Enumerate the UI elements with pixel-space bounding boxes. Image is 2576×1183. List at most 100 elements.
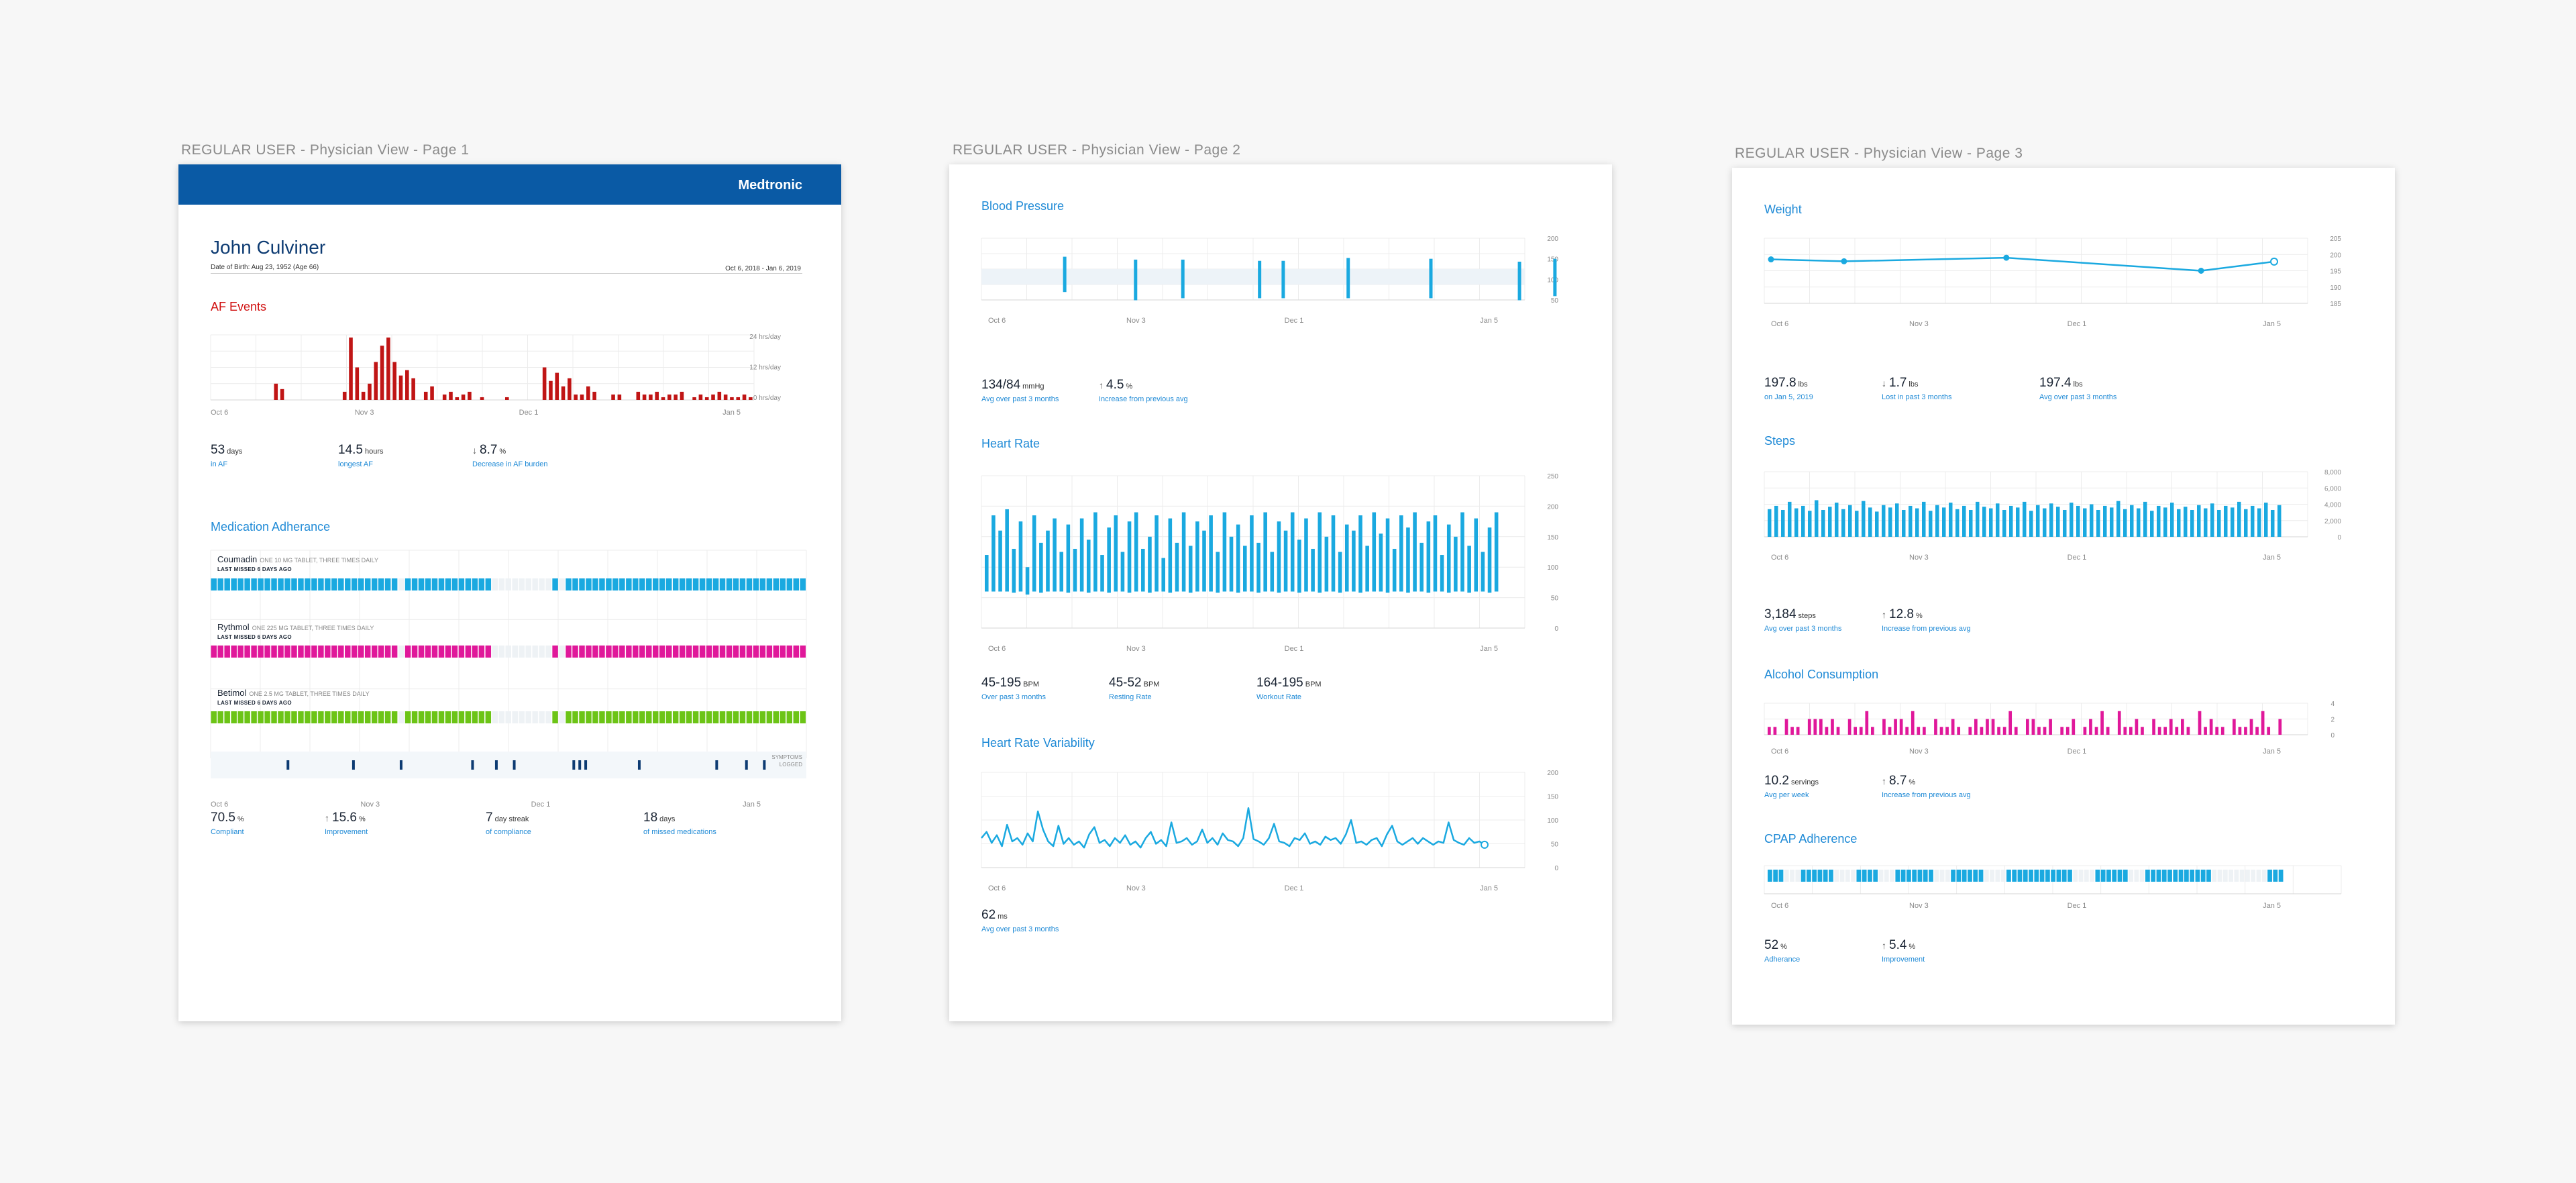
adherence-cell: [746, 711, 753, 723]
stat-block: 52% Adherance: [1764, 938, 1800, 964]
adherence-cell: [665, 578, 672, 590]
adherence-cell: [692, 578, 699, 590]
adherence-cell: [492, 578, 498, 590]
adherence-cell: [438, 578, 445, 590]
af-bar: [442, 394, 447, 400]
x-tick-label: Jan 5: [1480, 645, 1498, 653]
stat-value: 70.5: [211, 811, 235, 825]
adherence-cell: [679, 646, 686, 658]
heart-rate-bar: [1005, 509, 1009, 592]
cpap-cell: [1873, 870, 1878, 882]
alcohol-bar: [1923, 727, 1926, 735]
adherence-cell: [338, 646, 344, 658]
stat-block: ↓ 8.7% Decrease in AF burden: [472, 443, 548, 468]
adherence-cell: [278, 711, 284, 723]
symptom-mark: [584, 760, 588, 770]
arrow-up-icon: ↑: [1099, 380, 1104, 391]
heart-rate-bar: [1454, 536, 1458, 592]
af-bar: [449, 391, 453, 400]
cpap-cell: [2167, 870, 2172, 882]
adherence-cell: [478, 711, 485, 723]
blood-pressure-title: Blood Pressure: [981, 199, 1065, 213]
adherence-cell: [592, 711, 598, 723]
alcohol-bar: [1888, 727, 1892, 735]
adherence-cell: [692, 646, 699, 658]
adherence-cell: [612, 711, 619, 723]
heart-rate-bar: [991, 515, 996, 592]
steps-bar: [1888, 507, 1892, 537]
af-bar: [667, 394, 672, 400]
hrv-line: [981, 807, 1485, 849]
adherence-cell: [653, 578, 659, 590]
bp-bar: [1553, 258, 1557, 297]
adherence-cell: [411, 578, 418, 590]
medication-name: Rythmol: [217, 622, 250, 632]
symptom-mark: [572, 760, 576, 770]
adherence-cell: [572, 646, 578, 658]
report-page-3: Weight 205 200 195 190 185 Oct 6 Nov 3 Dec 1 Jan…: [1732, 168, 2395, 1025]
steps-bar: [1774, 505, 1778, 537]
heart-rate-bar: [1379, 533, 1383, 592]
heart-rate-bar: [1263, 512, 1267, 592]
alcohol-bar: [2249, 719, 2253, 735]
bp-bar: [1063, 256, 1067, 293]
stat-label: Avg over past 3 months: [981, 925, 1059, 933]
stat-value: 45-52: [1109, 676, 1142, 690]
cpap-cell: [2229, 870, 2233, 882]
adherence-cell: [633, 711, 639, 723]
heart-rate-bar: [1046, 530, 1050, 592]
stat-value: 134/84: [981, 378, 1021, 392]
adherence-cell: [338, 711, 344, 723]
adherence-cell: [305, 578, 311, 590]
alcohol-bar: [2244, 727, 2247, 735]
alcohol-bar: [2267, 727, 2271, 735]
adherence-cell: [358, 711, 364, 723]
adherence-cell: [251, 646, 257, 658]
adherence-cell: [679, 578, 686, 590]
normal-range-band: [981, 269, 1525, 285]
adherence-cell: [699, 578, 706, 590]
stat-unit: day streak: [494, 815, 529, 823]
adherence-cell: [759, 578, 766, 590]
cpap-cell: [1817, 870, 1823, 882]
alcohol-bar: [2065, 727, 2070, 735]
y-tick-label: 0 hrs/day: [753, 395, 781, 402]
adherence-cell: [431, 646, 438, 658]
adherence-cell: [532, 578, 538, 590]
y-tick-label: 100: [1547, 817, 1558, 825]
heart-rate-bar: [1304, 518, 1308, 592]
heart-rate-bar: [1079, 518, 1084, 592]
x-tick-label: Dec 1: [2068, 748, 2087, 756]
cpap-cell: [1923, 870, 1928, 882]
stat-label: Over past 3 months: [981, 693, 1046, 701]
y-tick-label: 2,000: [2324, 518, 2341, 525]
stat-unit: steps: [1798, 612, 1816, 620]
adherence-cell: [331, 711, 337, 723]
cpap-cell: [2156, 870, 2161, 882]
adherence-cell: [719, 646, 726, 658]
adherence-cell: [258, 646, 264, 658]
steps-bar: [2237, 501, 2241, 537]
steps-bar: [1949, 503, 1953, 537]
adherence-cell: [264, 578, 270, 590]
heart-rate-bar: [1161, 558, 1165, 592]
stat-unit: %: [237, 815, 244, 823]
alcohol-bar: [1899, 719, 1903, 735]
heart-rate-bar: [1148, 536, 1152, 593]
adherence-cell: [425, 578, 431, 590]
adherence-cell: [352, 711, 358, 723]
heart-rate-bar: [1018, 521, 1023, 592]
alcohol-bar: [2238, 727, 2242, 735]
alcohol-bar: [2204, 727, 2207, 735]
heart-rate-bar: [1440, 555, 1444, 592]
adherence-cell: [224, 578, 230, 590]
adherence-cell: [318, 578, 324, 590]
y-tick-label: 0: [1554, 625, 1558, 633]
af-bar: [617, 394, 622, 400]
cpap-cell: [2251, 870, 2256, 882]
adherence-cell: [572, 711, 578, 723]
report-page-2: Blood Pressure 200 150 100 50 Oct 6 Nov 3 Dec …: [949, 164, 1612, 1021]
steps-bar: [2210, 503, 2214, 537]
adherence-cell: [599, 711, 605, 723]
adherence-cell: [599, 646, 605, 658]
